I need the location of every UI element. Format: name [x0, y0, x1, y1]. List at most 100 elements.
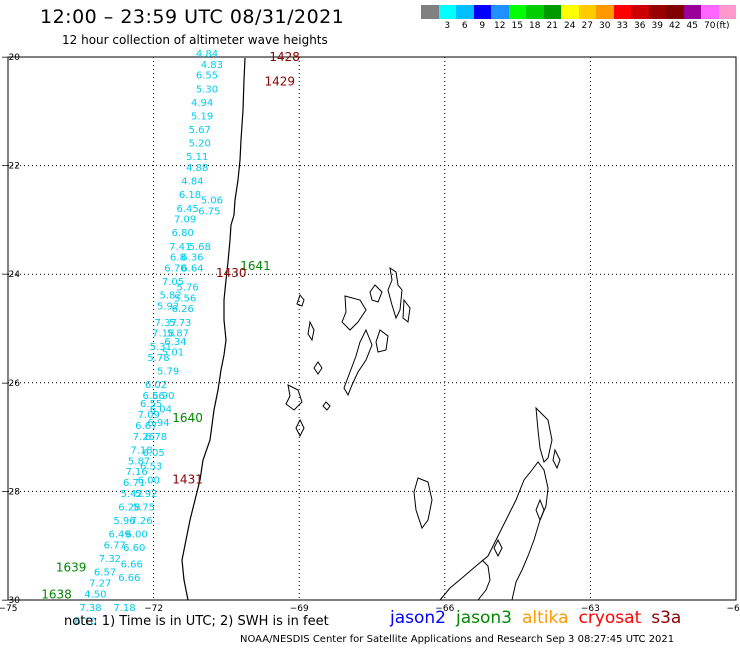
color-scale-swatch: [631, 5, 649, 19]
island-4: [343, 328, 373, 397]
swh-value-label: 6.00: [138, 475, 160, 486]
swh-value-label: 5.87: [128, 456, 150, 467]
swh-value-label: 5.67: [189, 125, 211, 136]
lon-tick-label: −75: [0, 604, 18, 614]
swh-value-label: 5.75: [133, 502, 155, 513]
pass-time-label: 1428: [269, 50, 300, 64]
color-scale-swatch: [508, 5, 526, 19]
pass-time-label: 1639: [56, 560, 87, 574]
island-7: [285, 384, 303, 411]
swh-value-label: 6.66: [118, 573, 140, 584]
color-scale-labels: 3 6 9 12 15 18 21 24 27 30 33 36 39 42 45 70: [421, 21, 736, 31]
color-scale-label: 21: [546, 21, 558, 31]
island-3: [341, 295, 367, 331]
lon-tick-label: −72: [144, 604, 163, 614]
swh-value-label: 6.53: [140, 462, 162, 473]
pass-time-label: 1641: [240, 259, 271, 273]
lat-tick-label: −30: [1, 596, 20, 606]
island-9: [402, 298, 411, 323]
color-scale-label: 9: [479, 21, 486, 31]
color-scale-swatch: [701, 5, 719, 19]
island-11: [413, 477, 433, 530]
color-scale-label: 45: [686, 21, 698, 31]
swh-value-label: 5.76: [176, 282, 198, 293]
swh-value-label: 6.02: [145, 380, 167, 391]
swh-value-label: 5.11: [186, 152, 208, 163]
lon-tick-label: −60: [727, 604, 740, 614]
swh-value-label: 4.84: [181, 177, 203, 188]
islands: [285, 266, 561, 601]
swh-value-label: 6.8: [170, 253, 186, 264]
island-10: [535, 406, 553, 463]
credit-footer: NOAA/NESDIS Center for Satellite Applica…: [240, 634, 675, 645]
swh-value-label: 5.56: [174, 293, 196, 304]
color-scale-label: 30: [599, 21, 611, 31]
color-scale-label: 15: [511, 21, 523, 31]
swh-labels: 4.844.836.555.304.945.195.675.205.114.88…: [75, 49, 223, 627]
landmass-south: [477, 559, 491, 601]
swh-value-label: 6.70: [164, 263, 186, 274]
swh-value-label: 5.92: [135, 489, 157, 500]
color-scale-label: 36: [634, 21, 646, 31]
swh-value-label: 6.90: [152, 391, 174, 402]
swh-value-label: 6.34: [164, 337, 186, 348]
swh-value-label: 4.50: [84, 589, 106, 600]
swh-value-label: 6.45: [176, 204, 198, 215]
swh-value-label: 6.67: [135, 421, 157, 432]
island-2: [369, 284, 383, 303]
color-scale-label: 6: [461, 21, 468, 31]
color-scale-label: 18: [529, 21, 541, 31]
swh-value-label: 4.94: [191, 98, 213, 109]
satellite-legend-entry: altika: [522, 608, 569, 628]
swh-value-label: 5.87: [167, 329, 189, 340]
pass-time-label: 1431: [172, 472, 203, 486]
lat-tick-label: −28: [1, 487, 20, 497]
color-scale-label: 27: [581, 21, 593, 31]
swh-value-label: 7.18: [152, 329, 174, 340]
satellite-legend: jason2 jason3 altika cryosat s3a: [390, 608, 691, 628]
island-15: [493, 538, 503, 558]
swh-value-label: 6.28: [118, 502, 140, 513]
swh-value-label: 7.41: [169, 242, 191, 253]
swh-value-label: 7.18: [130, 445, 152, 456]
color-scale-swatch: [526, 5, 544, 19]
color-scale-swatch: [683, 5, 701, 19]
coastline-south-america: [181, 57, 246, 601]
swh-value-label: 5.01: [162, 348, 184, 359]
swh-value-label: 4.83: [201, 60, 223, 71]
color-scale-label: 70: [704, 21, 716, 31]
swh-value-label: 7.38: [79, 603, 101, 614]
swh-value-label: 7.16: [125, 467, 147, 478]
color-scale-label: 12: [494, 21, 506, 31]
island-13: [322, 401, 331, 411]
color-scale-swatch: [561, 5, 579, 19]
pass-time-label: 1638: [41, 588, 72, 602]
color-scale-label: 3: [444, 21, 451, 31]
swh-value-label: 7.37: [155, 318, 177, 329]
color-scale-label: 42: [669, 21, 681, 31]
color-scale-label: 39: [651, 21, 663, 31]
swh-value-label: 7.27: [89, 578, 111, 589]
lon-tick-label: −66: [435, 604, 454, 614]
coastline-mainland: [181, 57, 246, 601]
swh-value-label: 5.19: [191, 111, 213, 122]
pass-time-label: 1640: [172, 411, 203, 425]
footnote: note: 1) Time is in UTC; 2) SWH is in fe…: [64, 614, 329, 629]
lon-tick-label: −63: [581, 604, 600, 614]
color-scale-bar: [421, 5, 736, 19]
swh-value-label: 5.73: [169, 318, 191, 329]
lon-tick-label: −69: [290, 604, 309, 614]
pass-time-label: 1430: [216, 266, 247, 280]
map-tick-labels: −75 −72 −69 −66 −63 −60 −20 −22 −24 −26 −28 −30: [0, 53, 740, 614]
swh-value-label: 5.06: [201, 196, 223, 207]
swh-value-label: 5.20: [189, 139, 211, 150]
color-scale-swatch: [473, 5, 491, 19]
island-14: [295, 418, 305, 438]
swh-value-label: 6.04: [150, 405, 172, 416]
swh-value-label: 5.79: [157, 367, 179, 378]
color-scale-swatch: [421, 5, 439, 19]
island-5: [296, 293, 305, 307]
color-scale-swatch: [491, 5, 509, 19]
page-title: 12:00 – 23:59 UTC 08/31/2021: [40, 6, 345, 28]
